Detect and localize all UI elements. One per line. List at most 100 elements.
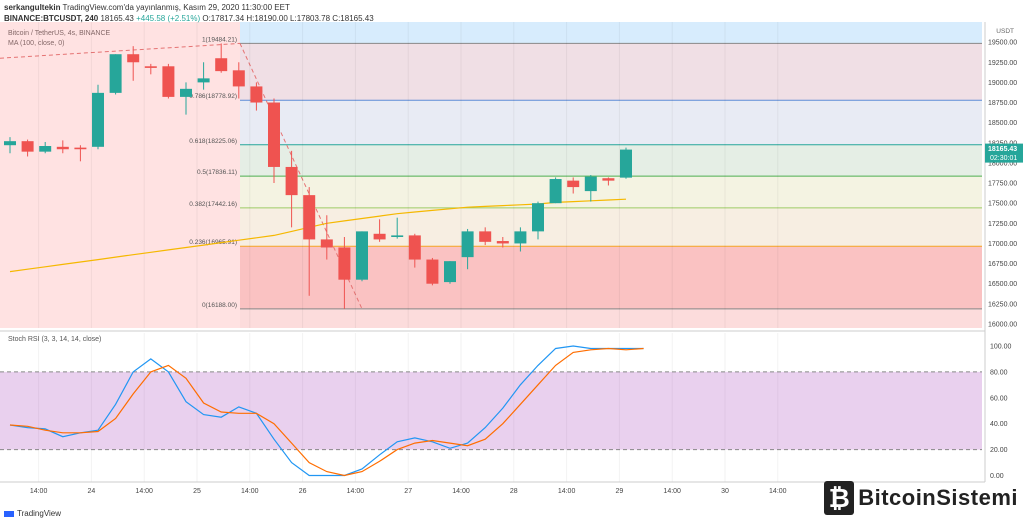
candle-body (602, 178, 615, 181)
price-tick: 17500.00 (988, 201, 1017, 208)
candle-body (391, 235, 404, 238)
candle-body (356, 231, 368, 280)
grid (38, 22, 779, 482)
candle-body (584, 176, 597, 192)
candle-body (4, 141, 16, 146)
currency-label: USDT (996, 28, 1014, 35)
fib-zone (240, 43, 982, 101)
candle-body (92, 92, 104, 147)
ma-line (9, 198, 627, 273)
candle-body (144, 66, 157, 68)
ohlc-close: C:18165.43 (332, 14, 374, 23)
candle-body (250, 86, 263, 103)
candle-body (426, 259, 439, 284)
rsi-line-k (9, 345, 644, 477)
stoch-rsi-pane (0, 330, 985, 477)
price-tick: 17000.00 (988, 241, 1017, 248)
rsi-tick: 60.00 (990, 395, 1008, 402)
candle-body (285, 166, 298, 196)
candle-body (127, 54, 140, 63)
rsi-line-d (9, 347, 644, 477)
time-tick: 14:00 (347, 488, 365, 495)
candle-body (109, 54, 122, 93)
time-tick: 14:00 (558, 488, 576, 495)
fib-zone-top (240, 22, 982, 44)
candle-body (338, 247, 351, 280)
candle-body (74, 147, 87, 150)
price-tick: 18000.00 (988, 160, 1017, 167)
fib-label: 0.786(18778.92) (189, 93, 237, 100)
time-tick: 30 (721, 488, 729, 495)
time-tick: 24 (88, 488, 96, 495)
time-tick: 14:00 (30, 488, 48, 495)
rsi-tick: 0.00 (990, 473, 1004, 480)
candle-body (39, 146, 52, 152)
candle-body (268, 102, 280, 167)
axes: 16000.00 16250.00 16500.00 16750.00 17000.00… (0, 22, 1023, 495)
candle-body (197, 78, 210, 83)
fib-zone (240, 207, 982, 247)
ohlc-high: H:18190.00 (246, 14, 288, 23)
candle-body (620, 149, 632, 178)
price-tick: 18750.00 (988, 100, 1017, 107)
candle-body (215, 58, 228, 72)
time-tick: 14:00 (241, 488, 259, 495)
candle-body (461, 231, 474, 258)
price-tick: 17250.00 (988, 221, 1017, 228)
price-change: +445.58 (+2.51%) (136, 14, 201, 23)
symbol-title[interactable]: Bitcoin / TetherUS, 4s, BINANCE (8, 30, 110, 37)
fib-label: 0.618(18225.06) (189, 138, 237, 145)
price-tick: 16750.00 (988, 261, 1017, 268)
time-tick: 14:00 (769, 488, 787, 495)
last-price: 18165.43 (100, 14, 134, 23)
fib-zone (240, 176, 982, 208)
candle-body (232, 70, 245, 87)
watermark-text: BitcoinSistemi (858, 485, 1018, 510)
fib-zone (240, 100, 982, 145)
candle-body (162, 66, 175, 97)
price-tick: 17750.00 (988, 181, 1017, 188)
candle-body (408, 235, 421, 260)
ma-label[interactable]: MA (100, close, 0) (8, 40, 64, 47)
candle-body (479, 231, 492, 242)
rsi-tick: 80.00 (990, 369, 1008, 376)
bitcoin-icon: ₿ (824, 481, 855, 515)
candle-body (496, 241, 509, 244)
chart-header: serkangultekin TradingView.com'da yayınl… (4, 2, 374, 24)
rsi-band (0, 371, 982, 450)
watermark: ₿ BitcoinSistemi (824, 481, 1018, 515)
tradingview-icon (4, 510, 14, 517)
candles (4, 43, 632, 309)
price-tick: 16500.00 (988, 281, 1017, 288)
price-tick: 16250.00 (988, 301, 1017, 308)
fibonacci-retracement: 1(19484.21) 0.786(18778.92) 0.618(18225.06… (0, 22, 982, 328)
symbol-interval: BINANCE:BTCUSDT, 240 (4, 14, 99, 23)
price-badge-value: 18165.43 (988, 146, 1017, 153)
price-badge (985, 143, 1023, 163)
candle-body (56, 146, 69, 150)
time-tick: 28 (510, 488, 518, 495)
price-tick: 19000.00 (988, 80, 1017, 87)
rsi-tick: 100.00 (990, 343, 1012, 350)
time-tick: 14:00 (452, 488, 470, 495)
stoch-rsi-label[interactable]: Stoch RSI (3, 3, 14, 14, close) (8, 336, 102, 343)
author-name: serkangultekin (4, 3, 61, 12)
candle-body (444, 261, 456, 283)
fib-zone (240, 246, 982, 309)
published-text: TradingView.com'da yayınlanmış, Kasım 29… (62, 3, 290, 12)
ohlc-open: O:17817.34 (202, 14, 245, 23)
time-tick: 26 (299, 488, 307, 495)
time-tick: 29 (616, 488, 624, 495)
price-tick: 19250.00 (988, 60, 1017, 67)
price-tick: 19500.00 (988, 40, 1017, 47)
rsi-tick: 40.00 (990, 421, 1008, 428)
time-tick: 14:00 (663, 488, 681, 495)
candle-body (320, 239, 333, 248)
candle-body (532, 203, 544, 232)
time-tick: 14:00 (135, 488, 153, 495)
tradingview-logo[interactable]: TradingView (4, 509, 61, 518)
fib-zone (240, 144, 982, 177)
price-tick: 16000.00 (988, 321, 1017, 328)
fib-label: 0.5(17836.11) (197, 169, 237, 176)
